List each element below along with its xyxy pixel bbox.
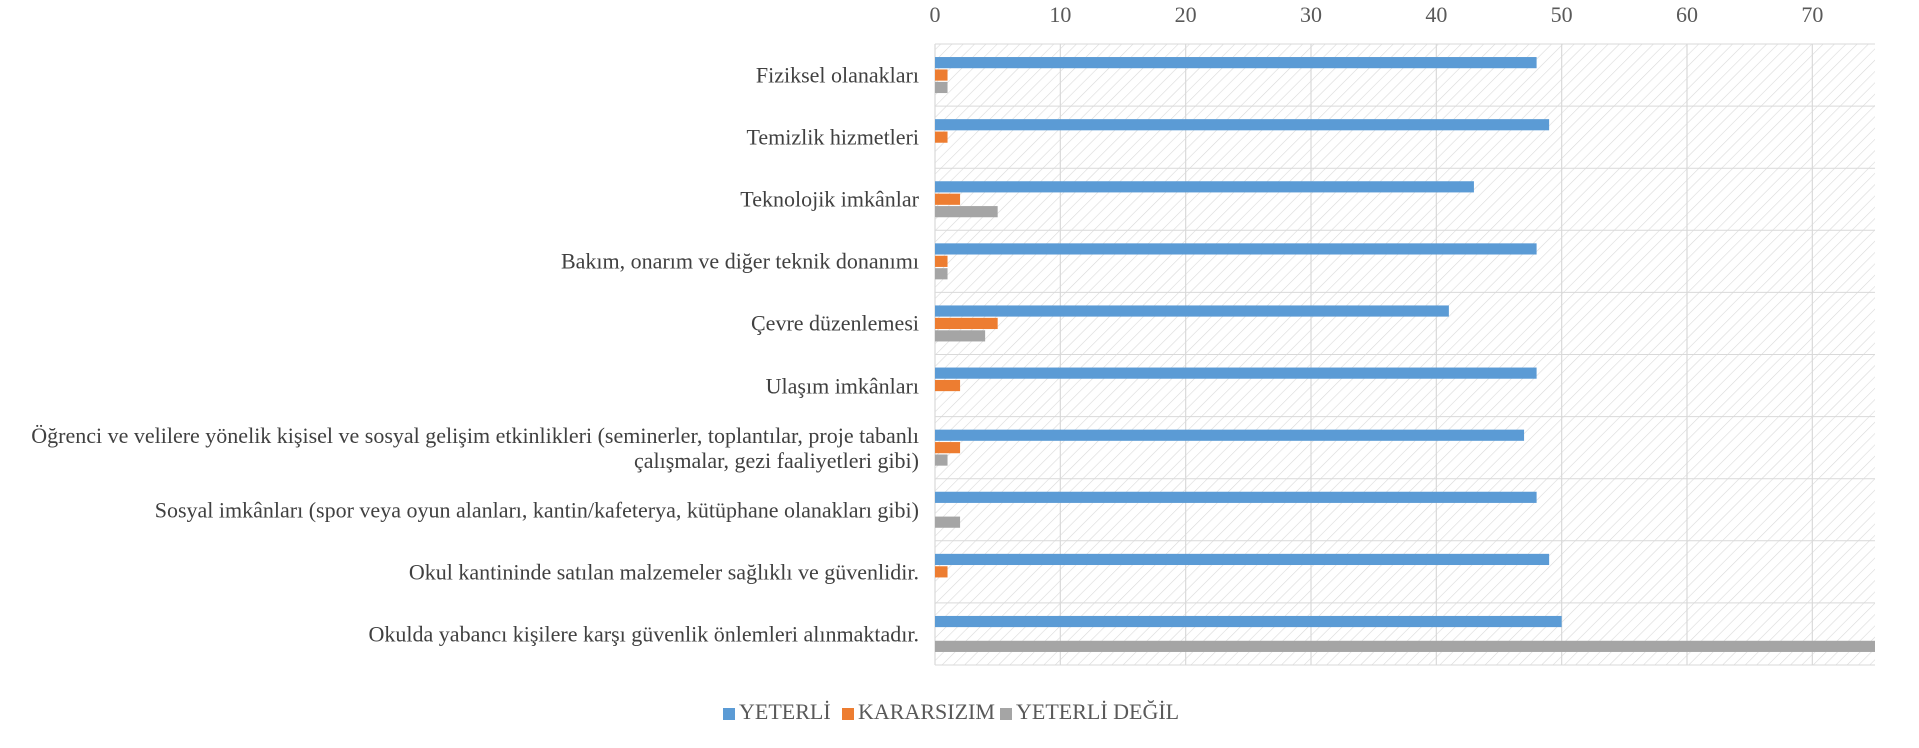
legend-swatch [842, 708, 854, 720]
y-tick-label: Bakım, onarım ve diğer teknik donanımı [560, 248, 919, 274]
bar [935, 516, 961, 528]
bar [935, 615, 1562, 628]
y-tick-label: Okul kantininde satılan malzemeler sağlı… [408, 559, 919, 585]
y-tick-label: Fiziksel olanakları [755, 62, 919, 88]
bar [935, 119, 1550, 131]
bar [935, 640, 1875, 652]
y-tick-label: Temizlik hizmetleri [746, 124, 919, 150]
y-tick-label: Çevre düzenlemesi [751, 310, 919, 336]
y-tick-label: Okulda yabancı kişilere karşı güvenlik ö… [368, 621, 919, 647]
bar [935, 317, 998, 330]
legend-label: YETERLİ DEĞİL [1016, 699, 1179, 724]
bar [935, 491, 1537, 503]
bar [935, 131, 948, 143]
y-tick-label: Teknolojik imkânlar [740, 186, 919, 212]
x-tick-label: 30 [1300, 2, 1322, 27]
x-tick-label: 0 [930, 2, 941, 27]
bar [935, 379, 961, 392]
legend-label: KARARSIZIM [858, 699, 995, 724]
bar [935, 255, 948, 267]
legend-swatch [1000, 708, 1012, 720]
bar [935, 268, 948, 280]
bar [935, 330, 986, 342]
bar [935, 81, 948, 94]
legend-swatch [723, 708, 735, 720]
bar [935, 305, 1449, 317]
bar [935, 553, 1550, 566]
x-tick-label: 20 [1175, 2, 1197, 27]
bar [935, 566, 948, 578]
x-tick-label: 10 [1049, 2, 1071, 27]
bar [935, 69, 948, 81]
bar [935, 181, 1474, 193]
y-tick-label: Ulaşım imkânları [765, 373, 919, 399]
bar [935, 429, 1525, 441]
x-tick-label: 40 [1425, 2, 1447, 27]
y-tick-label: Öğrenci ve velilere yönelik kişisel ve s… [31, 422, 919, 473]
bar [935, 193, 961, 205]
bar [935, 454, 948, 466]
bar [935, 442, 961, 454]
y-tick-label: Sosyal imkânları (spor veya oyun alanlar… [154, 497, 919, 523]
bars [935, 57, 1875, 652]
x-tick-label: 60 [1676, 2, 1698, 27]
bar [935, 367, 1537, 379]
x-tick-label: 50 [1551, 2, 1573, 27]
legend-label: YETERLİ [739, 699, 831, 724]
bar [935, 57, 1537, 69]
bar [935, 243, 1537, 255]
x-tick-label: 70 [1801, 2, 1823, 27]
bar [935, 206, 998, 218]
